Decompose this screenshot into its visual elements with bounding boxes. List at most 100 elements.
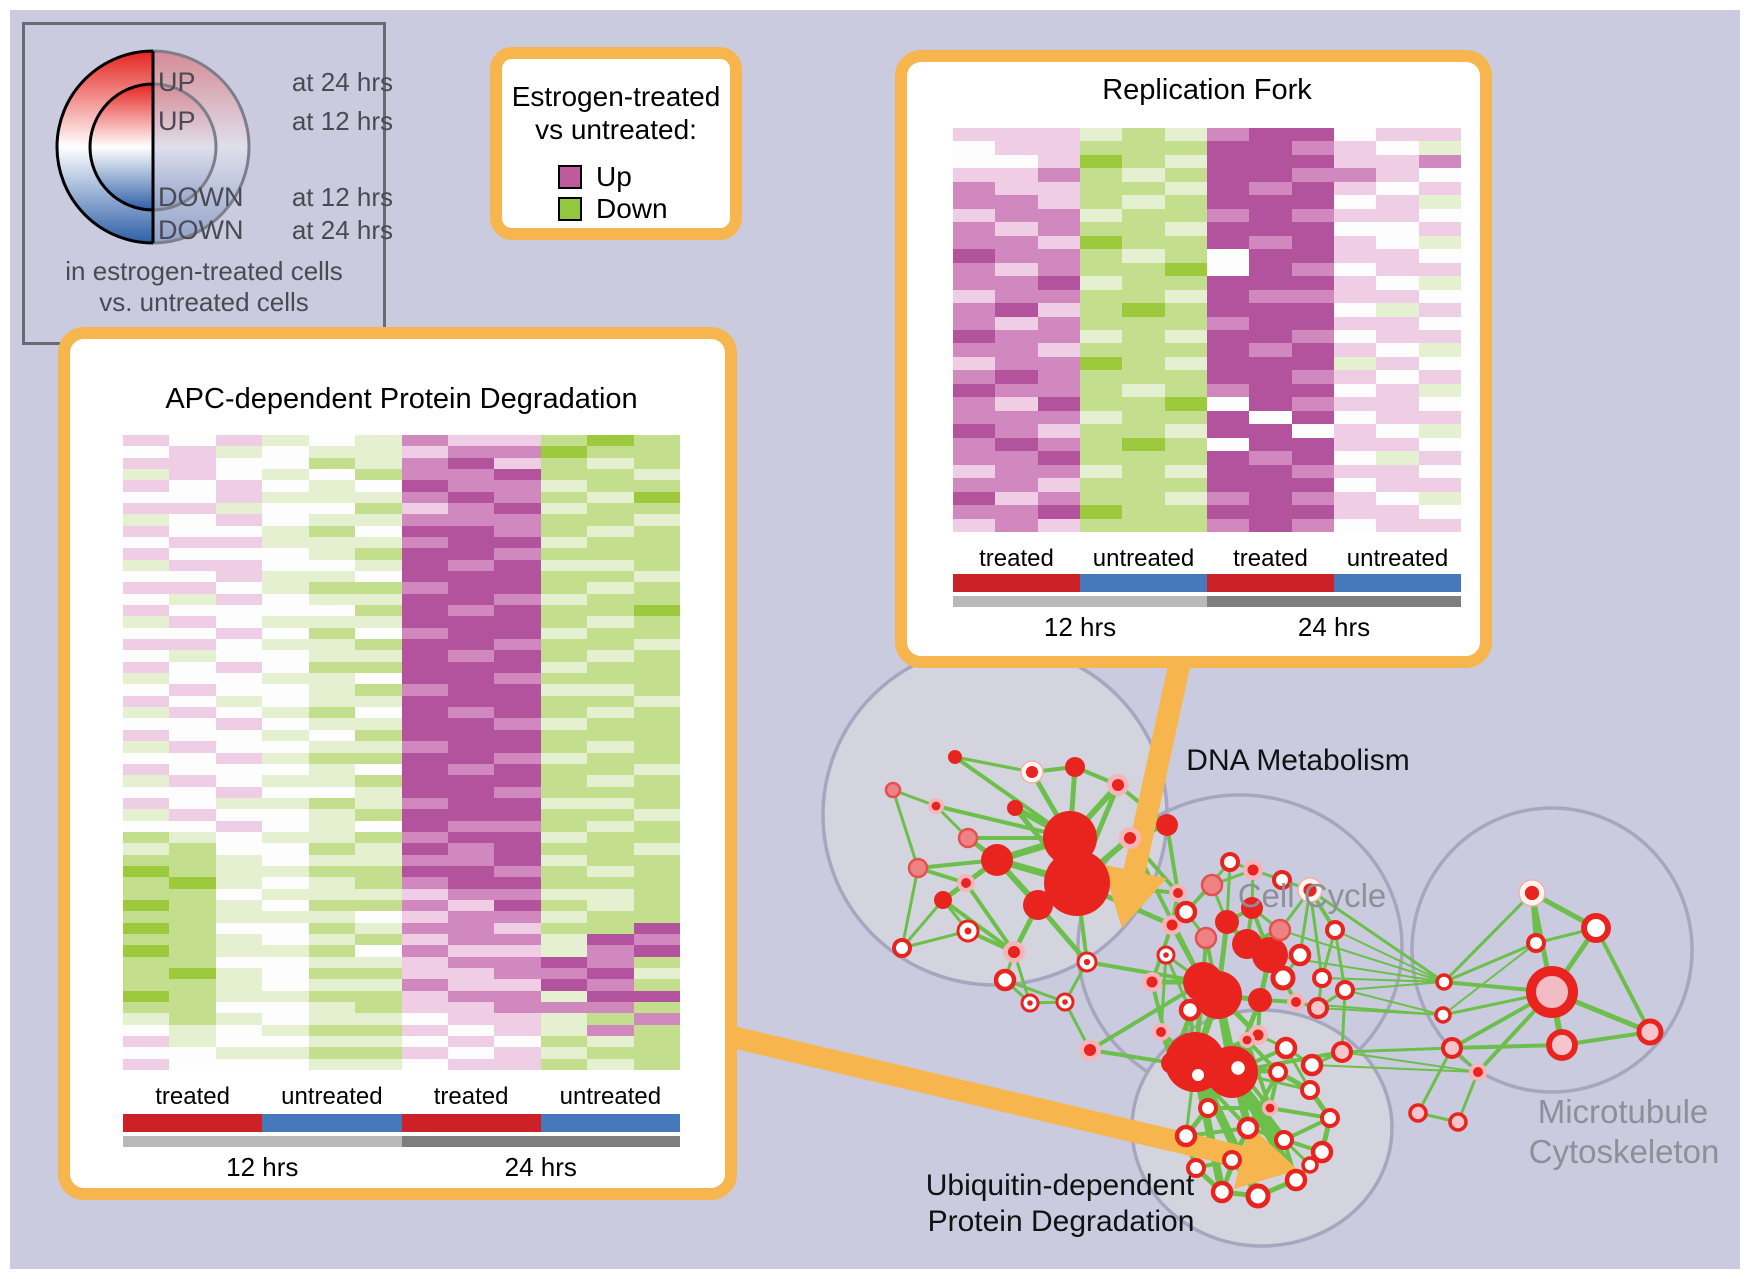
- condition-bar: [1080, 574, 1207, 592]
- heatmap-cell: [169, 571, 216, 583]
- heatmap-cell: [215, 548, 263, 560]
- heatmap-cell: [540, 446, 588, 458]
- heatmap-cell: [494, 503, 541, 515]
- heatmap-cell: [953, 410, 996, 425]
- heatmap-cell: [1418, 195, 1461, 209]
- heatmap-cell: [494, 525, 541, 538]
- heatmap-cell: [1291, 370, 1334, 384]
- heatmap-cell: [447, 650, 495, 662]
- heatmap-cell: [355, 605, 402, 617]
- heatmap-cell: [494, 911, 541, 923]
- heatmap-cell: [169, 491, 216, 504]
- heatmap-cell: [447, 945, 495, 957]
- network-node: [1232, 929, 1262, 959]
- heatmap-cell: [1164, 329, 1207, 344]
- heatmap-cell: [1418, 276, 1461, 290]
- heatmap-cell: [1418, 262, 1461, 277]
- heatmap-cell: [1122, 141, 1165, 155]
- heatmap-cell: [123, 480, 170, 492]
- heatmap-cell: [633, 843, 680, 855]
- heatmap-cell: [169, 865, 216, 878]
- heatmap-cell: [169, 582, 216, 594]
- heatmap-cell: [1037, 208, 1080, 223]
- heatmap-cell: [169, 809, 216, 821]
- heatmap-cell: [633, 741, 680, 753]
- heatmap-cell: [1079, 289, 1123, 304]
- heatmap-cell: [587, 752, 634, 764]
- heatmap-cell: [587, 899, 634, 912]
- heatmap-cell: [215, 775, 263, 787]
- heatmap-cell: [1206, 168, 1250, 182]
- heatmap-cell: [447, 922, 495, 934]
- network-node: [1065, 757, 1085, 777]
- heatmap-cell: [401, 639, 448, 651]
- heatmap-cell: [169, 707, 216, 719]
- heatmap-cell: [447, 582, 495, 594]
- network-node: [1220, 852, 1240, 872]
- heatmap-cell: [169, 922, 216, 934]
- heatmap-cell: [447, 877, 495, 889]
- heatmap-cell: [262, 446, 309, 458]
- heatmap-cell: [262, 865, 309, 878]
- heatmap-cell: [1206, 343, 1250, 357]
- network-edge: [964, 881, 1016, 954]
- heatmap-cell: [169, 899, 216, 912]
- heatmap-cell: [587, 514, 634, 526]
- heatmap-cell: [587, 525, 634, 538]
- heatmap-cell: [447, 457, 495, 470]
- apc-group-labels: treated untreated treated untreated: [123, 1083, 680, 1111]
- heatmap-cell: [262, 933, 309, 946]
- network-node: [1178, 998, 1202, 1022]
- heatmap-cell: [587, 673, 634, 685]
- network-node: [1241, 897, 1263, 919]
- heatmap-cell: [540, 1001, 588, 1014]
- heatmap-cell: [633, 979, 680, 991]
- heatmap-cell: [215, 503, 263, 515]
- network-edge: [1344, 989, 1444, 1016]
- heatmap-cell: [123, 888, 170, 900]
- heatmap-cell: [1079, 383, 1123, 398]
- heatmap-cell: [262, 480, 309, 492]
- heatmap-cell: [123, 752, 170, 764]
- heatmap-cell: [401, 786, 448, 798]
- heatmap-cell: [1206, 356, 1250, 371]
- heatmap-cell: [953, 518, 996, 532]
- heatmap-cell: [123, 775, 170, 787]
- heatmap-cell: [587, 480, 634, 492]
- heatmap-cell: [1122, 370, 1165, 384]
- heatmap-cell: [401, 435, 448, 447]
- heatmap-cell: [447, 843, 495, 855]
- heatmap-cell: [1164, 249, 1207, 263]
- heatmap-cell: [953, 437, 996, 452]
- heatmap-cell: [1079, 424, 1123, 438]
- heatmap-cell: [953, 141, 996, 155]
- heatmap-cell: [401, 1024, 448, 1036]
- heatmap-cell: [1079, 410, 1123, 425]
- heatmap-cell: [123, 899, 170, 912]
- network-node: [1222, 1150, 1242, 1170]
- heatmap-cell: [953, 235, 996, 250]
- heatmap-cell: [1122, 128, 1165, 142]
- heatmap-cell: [494, 967, 541, 980]
- heatmap-cell: [401, 616, 448, 628]
- heatmap-cell: [169, 661, 216, 674]
- network-node: [1526, 933, 1546, 953]
- heatmap-cell: [1333, 128, 1377, 142]
- heatmap-cell: [587, 1035, 634, 1048]
- heatmap-cell: [1418, 316, 1461, 330]
- heatmap-cell: [587, 491, 634, 504]
- heatmap-cell: [215, 684, 263, 696]
- heatmap-cell: [633, 548, 680, 560]
- heatmap-cell: [447, 695, 495, 708]
- heatmap-cell: [355, 661, 402, 674]
- heatmap-cell: [123, 956, 170, 968]
- heatmap-cell: [633, 990, 680, 1002]
- heatmap-cell: [215, 435, 263, 447]
- heatmap-cell: [1037, 181, 1080, 196]
- heatmap-cell: [262, 843, 309, 855]
- network-node: [1236, 1116, 1260, 1140]
- heatmap-cell: [587, 616, 634, 628]
- heatmap-cell: [215, 446, 263, 458]
- heatmap-cell: [215, 877, 263, 889]
- heatmap-cell: [401, 469, 448, 481]
